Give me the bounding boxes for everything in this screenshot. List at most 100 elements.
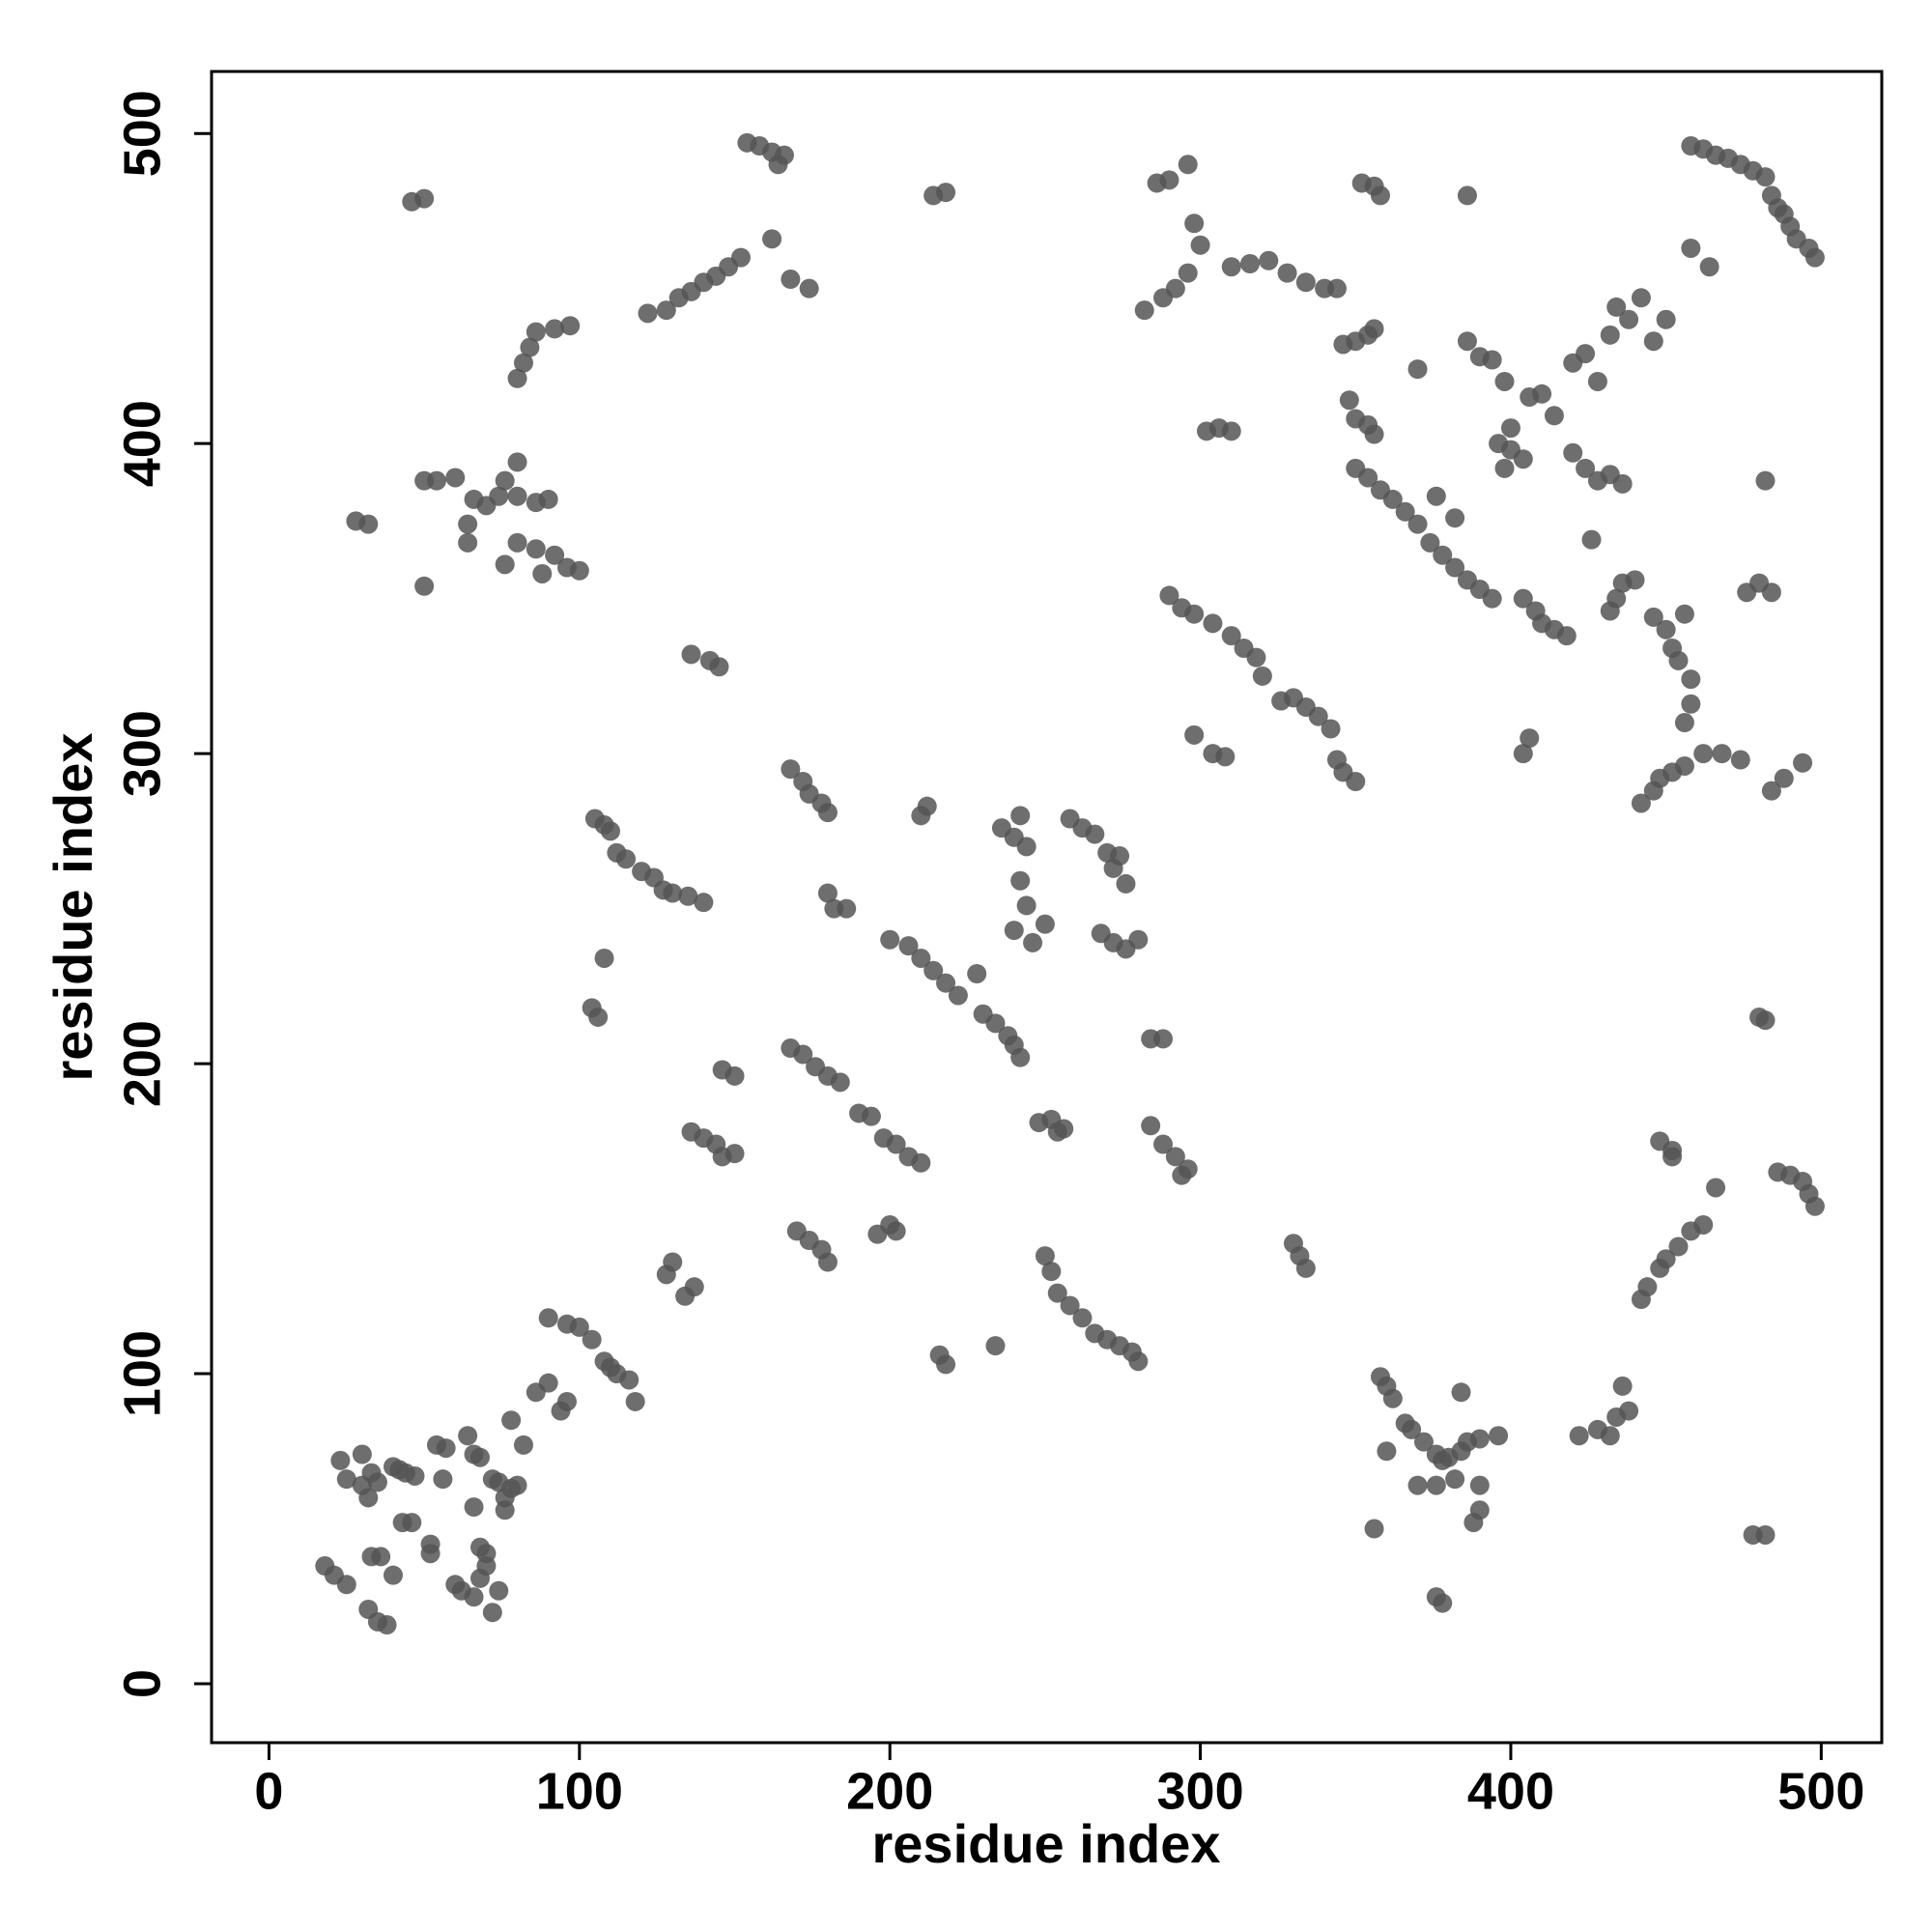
- point: [1184, 724, 1205, 745]
- point: [1643, 331, 1663, 352]
- point: [1240, 253, 1261, 273]
- point: [616, 849, 637, 869]
- point: [911, 1152, 931, 1173]
- point: [923, 960, 944, 980]
- point: [538, 1308, 558, 1328]
- point: [1377, 1441, 1397, 1462]
- point: [588, 1007, 609, 1027]
- point: [538, 1373, 558, 1393]
- point: [426, 470, 446, 491]
- point: [1612, 1376, 1633, 1396]
- point: [1457, 331, 1477, 352]
- y-tick-label: 500: [113, 90, 171, 177]
- point: [513, 1435, 533, 1455]
- point: [1556, 626, 1577, 646]
- point: [1153, 1134, 1174, 1154]
- point: [1755, 470, 1776, 491]
- point: [336, 1469, 356, 1490]
- point: [1681, 669, 1701, 690]
- point: [464, 1497, 484, 1518]
- point: [1674, 604, 1694, 624]
- point: [1693, 1214, 1714, 1235]
- point: [495, 1500, 515, 1520]
- point: [1339, 390, 1359, 411]
- point: [1382, 1388, 1403, 1408]
- point: [1513, 588, 1533, 609]
- point: [817, 1252, 838, 1272]
- point: [1569, 1426, 1589, 1446]
- point: [985, 1336, 1006, 1356]
- point: [1451, 1382, 1471, 1403]
- point: [1128, 929, 1149, 950]
- point: [1637, 1277, 1658, 1297]
- point: [911, 948, 931, 968]
- point: [1761, 781, 1781, 801]
- point: [1407, 359, 1428, 380]
- point: [1407, 514, 1428, 534]
- point: [377, 1615, 397, 1635]
- point: [336, 1575, 356, 1595]
- point: [1433, 545, 1453, 565]
- point: [1674, 755, 1694, 776]
- point: [1761, 582, 1781, 603]
- point: [1184, 213, 1205, 234]
- y-tick-label: 200: [113, 1020, 171, 1107]
- point: [352, 1444, 372, 1464]
- y-tick-label: 0: [113, 1669, 171, 1698]
- point: [1612, 473, 1633, 494]
- x-axis-label: residue index: [871, 1813, 1220, 1874]
- y-tick-label: 400: [113, 400, 171, 487]
- point: [495, 470, 515, 491]
- point: [436, 1438, 456, 1459]
- point: [1445, 508, 1465, 528]
- point: [1134, 300, 1154, 321]
- point: [1184, 604, 1205, 624]
- point: [911, 806, 931, 826]
- point: [1656, 1249, 1676, 1269]
- point: [507, 532, 527, 553]
- point: [1706, 1178, 1726, 1198]
- point: [663, 1252, 683, 1272]
- point: [560, 316, 581, 336]
- point: [774, 145, 794, 165]
- point: [1364, 319, 1384, 339]
- point: [1159, 585, 1179, 606]
- point: [1035, 914, 1055, 934]
- point: [1674, 713, 1694, 733]
- point: [1016, 895, 1037, 916]
- point: [1010, 806, 1031, 826]
- point: [1619, 1401, 1639, 1421]
- x-tick-label: 400: [1467, 1762, 1554, 1820]
- x-tick-label: 300: [1157, 1762, 1244, 1820]
- point: [1420, 532, 1440, 553]
- point: [582, 1329, 602, 1350]
- point: [1668, 1236, 1689, 1257]
- point: [1631, 793, 1651, 813]
- point: [724, 1144, 745, 1164]
- point: [469, 1568, 490, 1588]
- point: [538, 489, 558, 509]
- point: [1010, 1047, 1031, 1067]
- point: [556, 1391, 577, 1411]
- point: [1358, 468, 1378, 488]
- point: [1544, 406, 1564, 426]
- point: [1215, 747, 1236, 767]
- point: [445, 468, 466, 488]
- point: [1587, 371, 1607, 391]
- point: [545, 319, 565, 339]
- point: [513, 353, 533, 373]
- point: [625, 1391, 645, 1411]
- point: [1755, 167, 1776, 187]
- point: [1382, 489, 1403, 509]
- point: [1165, 278, 1185, 298]
- point: [1600, 1426, 1620, 1446]
- point: [817, 883, 838, 903]
- point: [1576, 458, 1596, 478]
- point: [1445, 557, 1465, 578]
- point: [730, 247, 751, 268]
- x-tick-label: 100: [536, 1762, 623, 1820]
- point: [1172, 1165, 1192, 1185]
- point: [594, 948, 614, 968]
- point: [837, 898, 857, 919]
